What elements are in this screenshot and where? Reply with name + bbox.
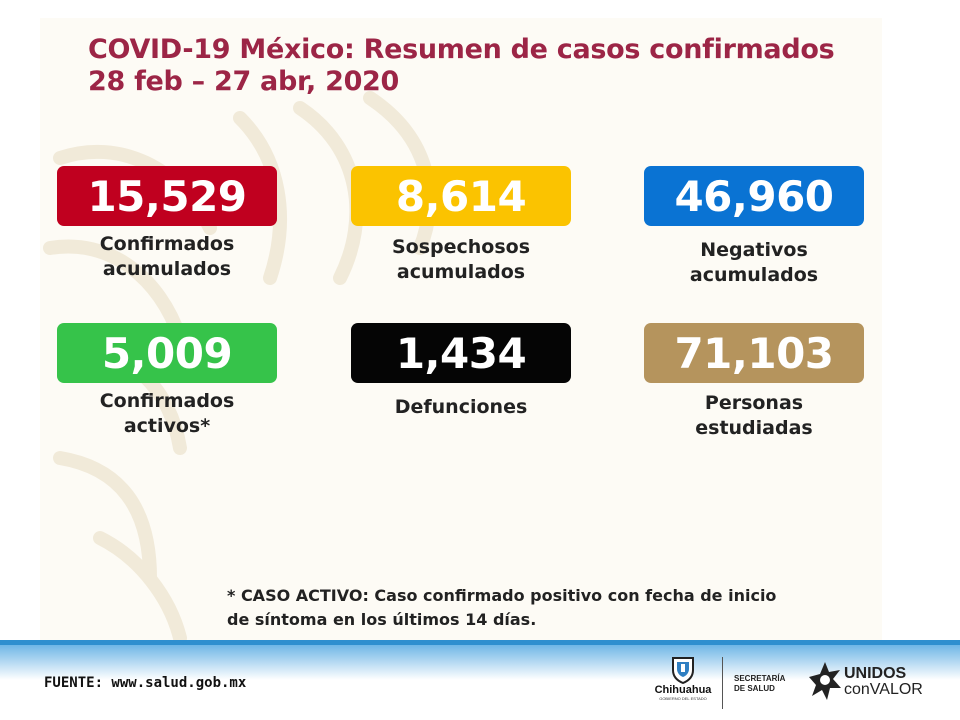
footer-bar bbox=[0, 640, 960, 720]
stat-card-personas-estudiadas: 71,103 Personas estudiadas bbox=[644, 323, 864, 441]
secretaria-line-2: DE SALUD bbox=[734, 684, 775, 693]
stat-label: Confirmados activos* bbox=[57, 389, 277, 439]
state-shield-icon bbox=[672, 657, 694, 684]
logo-divider bbox=[722, 657, 723, 709]
footnote-line-1: * CASO ACTIVO: Caso confirmado positivo … bbox=[227, 586, 777, 605]
stat-label-line-2: estudiadas bbox=[695, 417, 813, 439]
title-line-1: COVID-19 México: Resumen de casos confir… bbox=[88, 34, 835, 65]
footnote: * CASO ACTIVO: Caso confirmado positivo … bbox=[227, 584, 776, 632]
unidos-line-2: conVALOR bbox=[844, 681, 923, 698]
stat-label-line-2: acumulados bbox=[396, 261, 526, 283]
stat-value: 5,009 bbox=[101, 328, 233, 378]
page-title: COVID-19 México: Resumen de casos confir… bbox=[88, 34, 835, 98]
star-burst-icon bbox=[809, 662, 841, 700]
stat-label-line-2: activos* bbox=[123, 415, 211, 437]
stat-value-box: 71,103 bbox=[644, 323, 864, 383]
stat-value-box: 5,009 bbox=[57, 323, 277, 383]
chihuahua-subtext: GOBIERNO DEL ESTADO bbox=[659, 696, 707, 701]
unidos-text: UNIDOS conVALOR bbox=[844, 666, 923, 698]
stat-label: Negativos acumulados bbox=[644, 238, 864, 288]
stat-value: 1,434 bbox=[395, 328, 527, 378]
source-text: FUENTE: www.salud.gob.mx bbox=[44, 675, 247, 691]
stat-card-sospechosos-acumulados: 8,614 Sospechosos acumulados bbox=[351, 166, 571, 285]
secretaria-de-salud-text: SECRETARÍA DE SALUD bbox=[734, 674, 785, 694]
stat-label: Defunciones bbox=[351, 395, 571, 420]
stat-label-line-1: Sospechosos bbox=[391, 236, 531, 258]
stat-value-box: 46,960 bbox=[644, 166, 864, 226]
stat-label-line-2: acumulados bbox=[689, 264, 819, 286]
stat-value: 71,103 bbox=[674, 328, 834, 378]
secretaria-line-1: SECRETARÍA bbox=[734, 674, 786, 683]
unidos-line-1: UNIDOS bbox=[844, 665, 907, 682]
footnote-line-2: de síntoma en los últimos 14 días. bbox=[227, 610, 537, 629]
unidos-con-valor-logo: UNIDOS conVALOR bbox=[808, 658, 948, 708]
stat-card-negativos-acumulados: 46,960 Negativos acumulados bbox=[644, 166, 864, 288]
stat-label: Personas estudiadas bbox=[644, 391, 864, 441]
stat-label-line-1: Confirmados bbox=[99, 233, 235, 255]
stat-label: Confirmados acumulados bbox=[57, 232, 277, 282]
stat-label-line-1: Negativos bbox=[700, 239, 808, 261]
stat-value: 15,529 bbox=[87, 171, 247, 221]
stat-value: 46,960 bbox=[674, 171, 834, 221]
stat-card-confirmados-activos: 5,009 Confirmados activos* bbox=[57, 323, 277, 439]
stat-card-defunciones: 1,434 Defunciones bbox=[351, 323, 571, 420]
stat-value-box: 1,434 bbox=[351, 323, 571, 383]
chihuahua-logo: Chihuahua GOBIERNO DEL ESTADO bbox=[652, 656, 714, 714]
stat-label-line-1: Personas bbox=[704, 392, 804, 414]
stat-value: 8,614 bbox=[395, 171, 527, 221]
stat-label-line-2: acumulados bbox=[102, 258, 232, 280]
stat-card-confirmados-acumulados: 15,529 Confirmados acumulados bbox=[57, 166, 277, 282]
stat-value-box: 15,529 bbox=[57, 166, 277, 226]
title-line-2: 28 feb – 27 abr, 2020 bbox=[88, 66, 400, 97]
stat-label-line-1: Defunciones bbox=[394, 396, 528, 418]
stat-label-line-1: Confirmados bbox=[99, 390, 235, 412]
infographic-panel: COVID-19 México: Resumen de casos confir… bbox=[40, 18, 882, 640]
chihuahua-text: Chihuahua bbox=[654, 684, 712, 696]
stat-label: Sospechosos acumulados bbox=[351, 235, 571, 285]
stat-value-box: 8,614 bbox=[351, 166, 571, 226]
